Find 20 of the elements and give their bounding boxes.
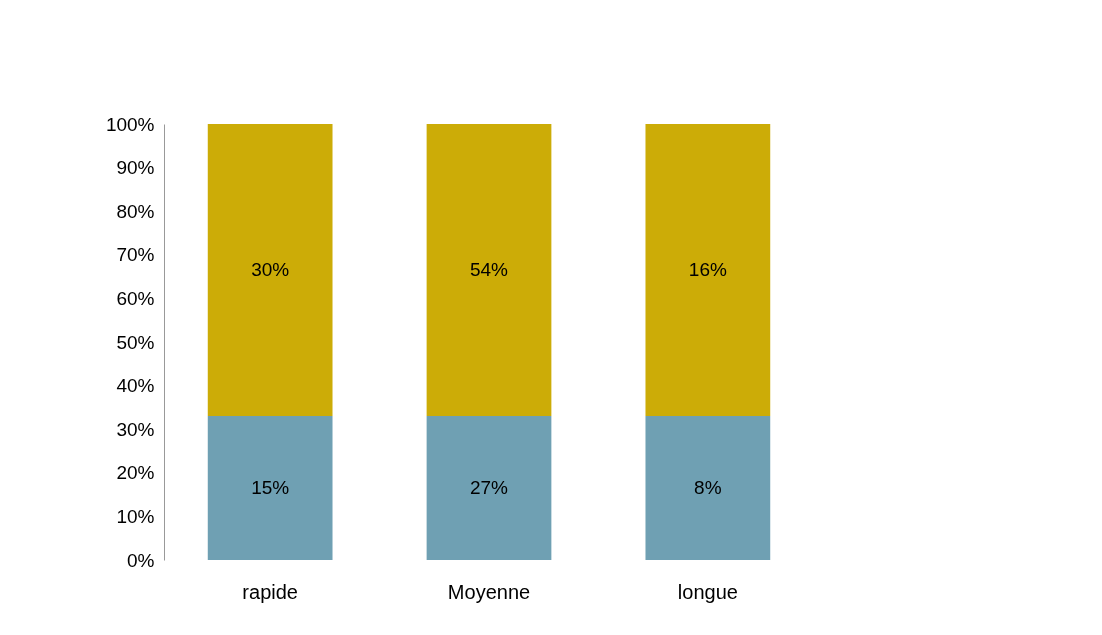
annotation: 30% bbox=[251, 259, 290, 281]
y-tick-label: 50% bbox=[116, 331, 155, 353]
annotation: 8% bbox=[694, 477, 722, 499]
y-tick-label: 30% bbox=[116, 418, 155, 440]
y-tick-label: 60% bbox=[116, 287, 155, 309]
x-tick-label: rapide bbox=[242, 580, 298, 603]
y-tick-label: 0% bbox=[127, 549, 155, 571]
x-tick-label: Moyenne bbox=[447, 580, 531, 603]
annotation: 27% bbox=[469, 477, 509, 499]
y-tick-label: 100% bbox=[105, 113, 155, 135]
y-tick-label: 90% bbox=[116, 157, 155, 179]
y-tick-label: 70% bbox=[116, 244, 155, 266]
annotation: 15% bbox=[251, 477, 290, 499]
y-tick-label: 40% bbox=[116, 375, 155, 397]
x-tick-label: longue bbox=[677, 580, 738, 603]
annotation: 16% bbox=[688, 259, 727, 281]
annotation: 54% bbox=[469, 259, 509, 281]
y-tick-label: 10% bbox=[116, 505, 155, 527]
y-tick-label: 80% bbox=[116, 200, 155, 222]
y-tick-label: 20% bbox=[116, 462, 155, 484]
